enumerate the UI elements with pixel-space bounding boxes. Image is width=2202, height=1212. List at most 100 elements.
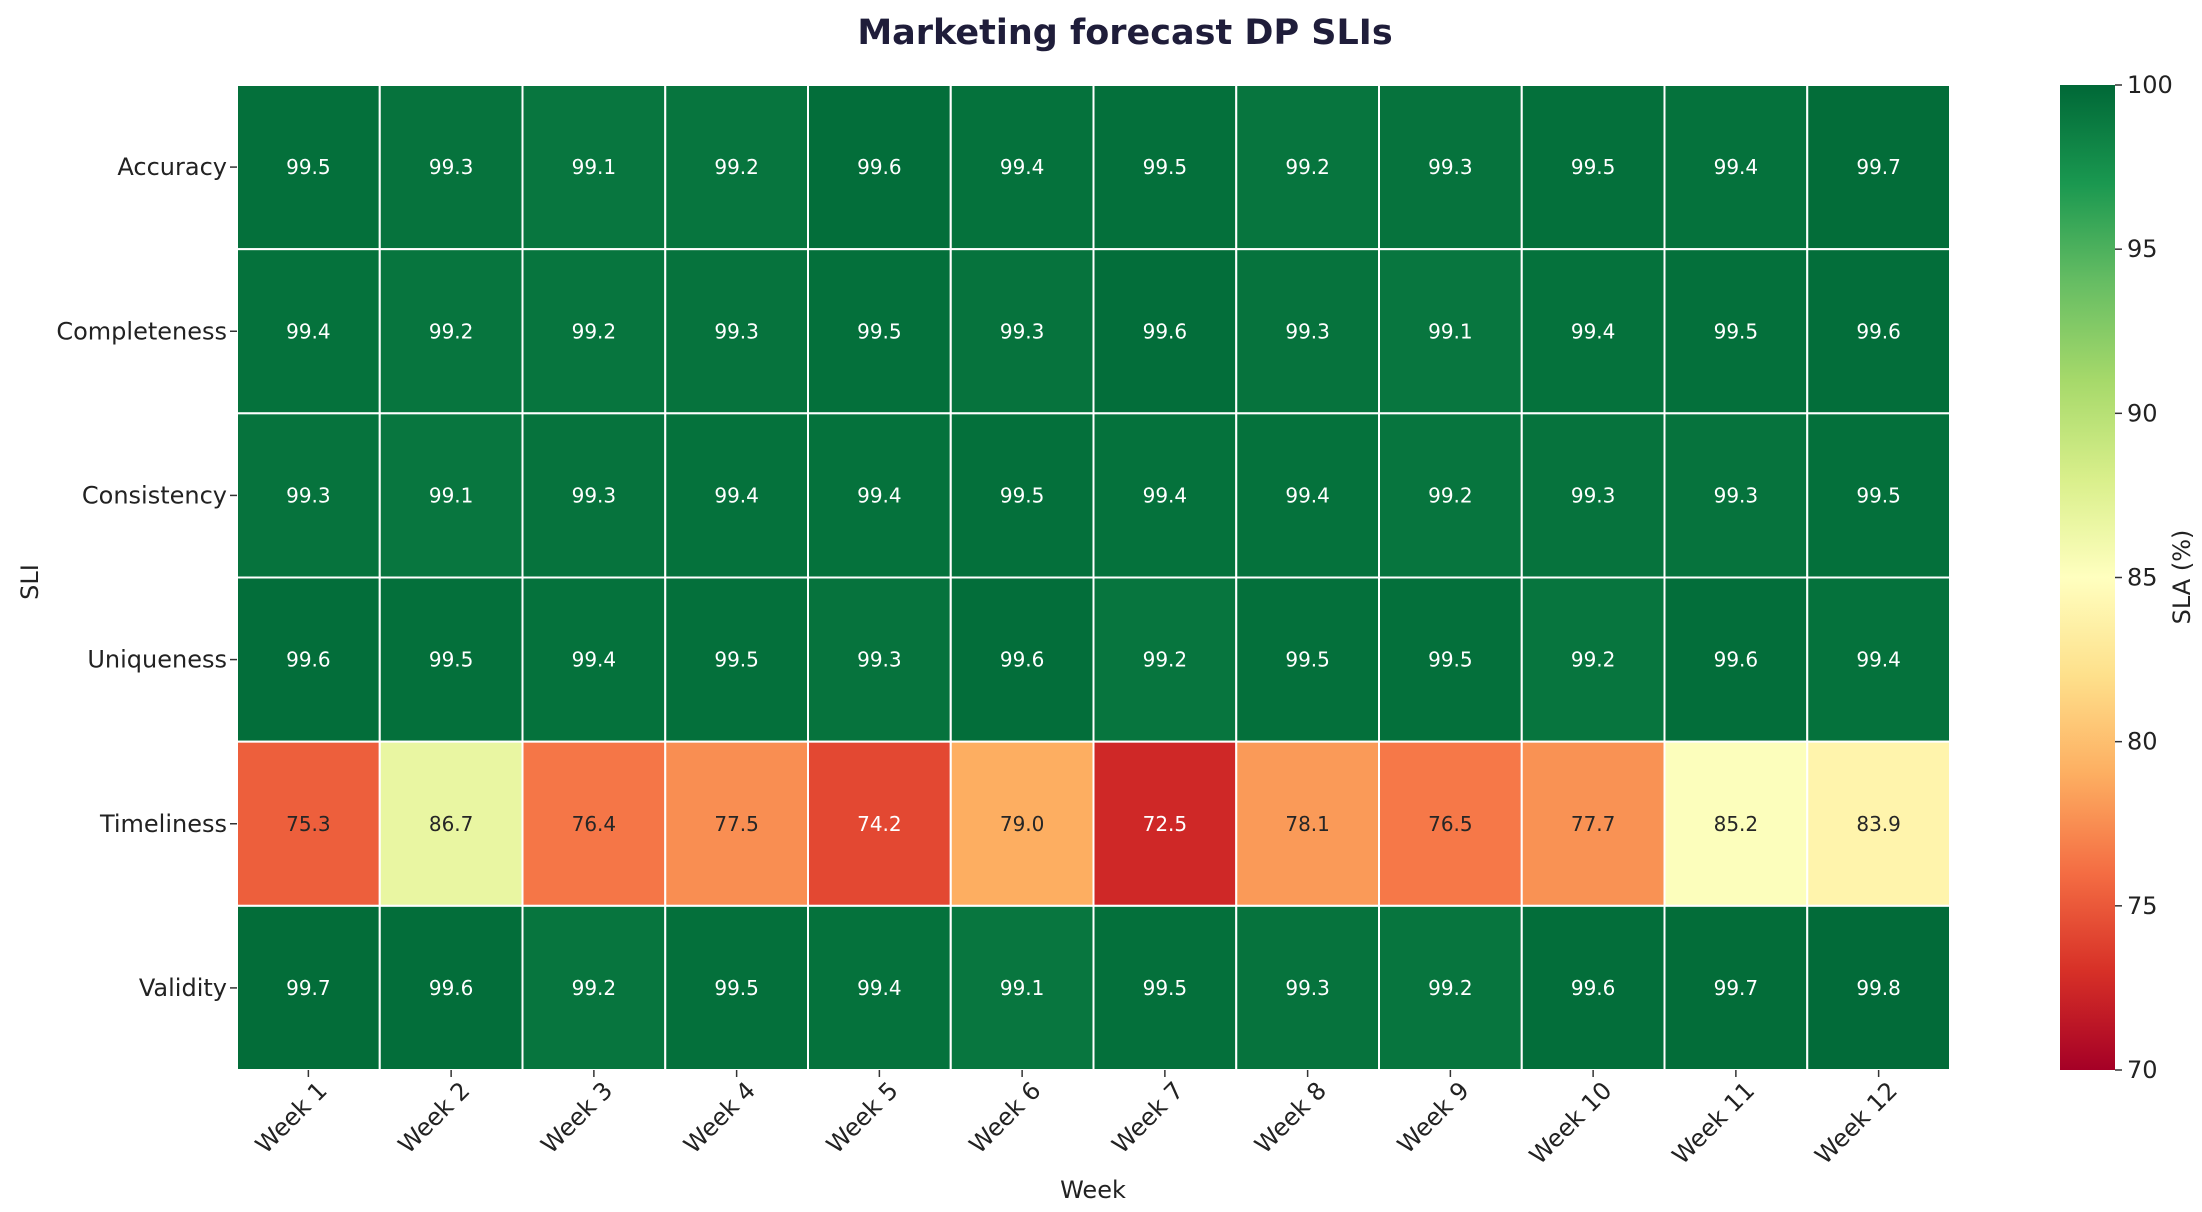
x-tick-label: Week 8 bbox=[1249, 1076, 1331, 1158]
cell-value-label: 99.5 bbox=[1143, 155, 1188, 179]
cell-value-label: 76.4 bbox=[572, 812, 617, 836]
colorbar-tick-label: 100 bbox=[2127, 71, 2173, 99]
heatmap-cell bbox=[664, 904, 809, 1071]
heatmap-cell bbox=[236, 904, 381, 1071]
y-axis-label: SLI bbox=[16, 564, 44, 600]
cell-value-label: 99.4 bbox=[1285, 483, 1330, 507]
heatmap-cell bbox=[521, 84, 667, 251]
cell-value-label: 99.1 bbox=[1428, 319, 1473, 343]
cell-value-label: 79.0 bbox=[1000, 812, 1045, 836]
heatmap-cell bbox=[378, 576, 524, 743]
cell-value-label: 99.2 bbox=[429, 319, 474, 343]
heatmap-cell bbox=[1235, 248, 1380, 415]
heatmap-cell bbox=[1378, 904, 1523, 1071]
colorbar-ticks: 70 75 80 85 90 95 100 bbox=[2115, 71, 2173, 1084]
cell-value-label: 99.6 bbox=[1571, 976, 1616, 1000]
cell-value-label: 74.2 bbox=[857, 812, 902, 836]
x-tick-label: Week 2 bbox=[393, 1076, 475, 1158]
cell-value-label: 99.6 bbox=[1856, 319, 1901, 343]
colorbar-tick-label: 85 bbox=[2127, 564, 2158, 592]
cell-value-label: 99.5 bbox=[286, 155, 331, 179]
cell-value-label: 99.5 bbox=[1000, 483, 1045, 507]
cell-value-label: 99.1 bbox=[429, 483, 474, 507]
cell-value-label: 99.3 bbox=[1714, 483, 1759, 507]
heatmap-cell bbox=[1092, 904, 1238, 1071]
heatmap-cell bbox=[807, 248, 952, 415]
x-tick-label: Week 10 bbox=[1524, 1076, 1617, 1169]
heatmap-cell bbox=[521, 576, 667, 743]
cell-value-label: 99.4 bbox=[1143, 483, 1188, 507]
heatmap-cell bbox=[949, 248, 1095, 415]
cell-value-label: 99.3 bbox=[857, 648, 902, 672]
cell-value-label: 76.5 bbox=[1428, 812, 1473, 836]
cell-value-label: 99.3 bbox=[1571, 483, 1616, 507]
cell-value-label: 83.9 bbox=[1856, 812, 1901, 836]
y-tick-label: Accuracy bbox=[117, 153, 227, 181]
heatmap-cell bbox=[807, 740, 952, 907]
x-tick-label: Week 6 bbox=[964, 1076, 1046, 1158]
heatmap-cell bbox=[1806, 412, 1951, 579]
cell-value-label: 99.1 bbox=[572, 155, 617, 179]
cell-value-label: 99.5 bbox=[1143, 976, 1188, 1000]
x-tick-label: Week 11 bbox=[1667, 1076, 1760, 1169]
colorbar-tick-label: 75 bbox=[2127, 892, 2158, 920]
cell-value-label: 99.7 bbox=[1714, 976, 1759, 1000]
heatmap-cell bbox=[1235, 904, 1380, 1071]
heatmap-cell bbox=[1092, 248, 1238, 415]
x-tick-label: Week 12 bbox=[1810, 1076, 1903, 1169]
heatmap-cell bbox=[664, 412, 809, 579]
cell-value-label: 99.5 bbox=[1714, 319, 1759, 343]
cell-value-label: 99.3 bbox=[1428, 155, 1473, 179]
heatmap-cell bbox=[1520, 576, 1666, 743]
cell-value-label: 99.5 bbox=[714, 648, 759, 672]
chart-title: Marketing forecast DP SLIs bbox=[857, 13, 1392, 53]
cell-value-label: 99.1 bbox=[1000, 976, 1045, 1000]
x-tick-label: Week 7 bbox=[1107, 1076, 1189, 1158]
cell-value-label: 99.2 bbox=[572, 319, 617, 343]
heatmap-cell bbox=[1378, 576, 1523, 743]
x-tick-label: Week 3 bbox=[536, 1076, 618, 1158]
cell-value-label: 99.4 bbox=[857, 976, 902, 1000]
x-tick-label: Week 4 bbox=[678, 1076, 760, 1158]
y-tick-label: Validity bbox=[139, 974, 227, 1002]
cell-value-label: 99.6 bbox=[1714, 648, 1759, 672]
heatmap-cell bbox=[1378, 248, 1523, 415]
heatmap-cell bbox=[1092, 412, 1238, 579]
cell-value-label: 99.5 bbox=[1285, 648, 1330, 672]
y-tick-label: Uniqueness bbox=[87, 646, 227, 674]
cell-value-label: 99.4 bbox=[1856, 648, 1901, 672]
heatmap-cell bbox=[1806, 576, 1951, 743]
cell-value-label: 99.6 bbox=[429, 976, 474, 1000]
cell-value-label: 99.2 bbox=[572, 976, 617, 1000]
heatmap-cell bbox=[949, 84, 1095, 251]
heatmap-cell bbox=[807, 412, 952, 579]
cell-value-label: 99.3 bbox=[1000, 319, 1045, 343]
heatmap-cell bbox=[1806, 248, 1951, 415]
cell-value-label: 99.5 bbox=[1856, 483, 1901, 507]
cell-value-label: 99.3 bbox=[1285, 976, 1330, 1000]
heatmap-cell bbox=[236, 412, 381, 579]
heatmap-cell bbox=[1520, 904, 1666, 1071]
heatmap-cell bbox=[1806, 84, 1951, 251]
heatmap-cell bbox=[521, 412, 667, 579]
heatmap-cell bbox=[1520, 248, 1666, 415]
cell-value-label: 99.4 bbox=[714, 483, 759, 507]
cell-value-label: 77.7 bbox=[1571, 812, 1616, 836]
heatmap-cell bbox=[236, 576, 381, 743]
heatmap-cell-labels: 99.5 99.3 99.1 99.2 99.6 99.4 99.5 99.2 99.3 99.5… bbox=[286, 155, 1901, 1000]
cell-value-label: 99.8 bbox=[1856, 976, 1901, 1000]
colorbar-label: SLA (%) bbox=[2168, 530, 2196, 625]
cell-value-label: 99.4 bbox=[857, 483, 902, 507]
heatmap-cell bbox=[236, 740, 381, 907]
heatmap-cell bbox=[236, 84, 381, 251]
cell-value-label: 99.4 bbox=[1000, 155, 1045, 179]
cell-value-label: 99.3 bbox=[429, 155, 474, 179]
heatmap-cell bbox=[521, 740, 667, 907]
x-axis-label: Week bbox=[1060, 1176, 1126, 1204]
cell-value-label: 99.7 bbox=[286, 976, 331, 1000]
cell-value-label: 99.6 bbox=[857, 155, 902, 179]
y-tick-labels: Accuracy Completeness Consistency Uniquenes… bbox=[56, 153, 237, 1002]
cell-value-label: 99.7 bbox=[1856, 155, 1901, 179]
cell-value-label: 99.6 bbox=[1143, 319, 1188, 343]
